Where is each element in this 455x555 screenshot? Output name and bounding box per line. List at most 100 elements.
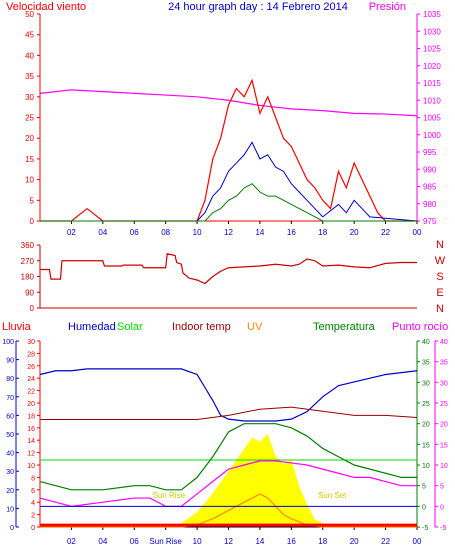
direction-tick-label: 270 — [21, 257, 35, 266]
wind-tick-label: 20 — [25, 134, 34, 143]
temp-tick-label: 25 — [422, 401, 430, 408]
direction-tick-label: 0 — [30, 304, 35, 313]
temperature-line — [39, 423, 417, 491]
rain-tick-label: 28 — [27, 351, 35, 358]
x-tick-label: 18 — [318, 228, 327, 237]
solar-label: Solar — [117, 321, 143, 333]
rain-tick-label: 20 — [27, 401, 35, 408]
wind-tick-label: 0 — [30, 217, 35, 226]
humidity-tick-label: 80 — [6, 376, 14, 383]
pressure-label: Presión — [369, 1, 406, 13]
rain-tick-label: 24 — [27, 376, 35, 383]
x-tick-label: 22 — [381, 537, 390, 546]
humidity-tick-label: 20 — [6, 488, 14, 495]
dewpoint-tick-label: -5 — [440, 525, 446, 532]
humidity-label: Humedad — [68, 321, 116, 333]
humidity-tick-label: 50 — [6, 432, 14, 439]
dewpoint-tick-label: 15 — [440, 442, 448, 449]
compass-label: W — [435, 255, 446, 267]
rain-tick-label: 18 — [27, 413, 35, 420]
direction-line — [40, 253, 417, 285]
x-tick-label: 04 — [98, 228, 107, 237]
wind-tick-label: 45 — [25, 31, 34, 40]
wind-avg-line — [40, 141, 418, 222]
compass-label: E — [436, 287, 443, 299]
humidity-tick-label: 30 — [6, 469, 14, 476]
wind-speed-label: Velocidad viento — [6, 1, 86, 13]
temp-tick-label: 15 — [422, 442, 430, 449]
x-tick-label: 16 — [287, 537, 296, 546]
dewpoint-tick-label: 30 — [440, 380, 448, 387]
humidity-tick-label: 70 — [6, 395, 14, 402]
x-tick-label: 02 — [67, 228, 76, 237]
wind-tick-label: 25 — [25, 114, 34, 123]
dewpoint-line — [39, 460, 417, 507]
humidity-tick-label: 40 — [6, 451, 14, 458]
uv-label: UV — [247, 321, 263, 333]
rain-tick-label: 30 — [27, 339, 35, 346]
x-tick-label: Sun Rise — [149, 537, 182, 546]
temp-tick-label: 30 — [422, 380, 430, 387]
x-tick-label: 20 — [350, 537, 359, 546]
pressure-line — [39, 89, 418, 117]
chart-marks: 0510152025303540455097598098599099510001… — [2, 10, 448, 546]
sun-set-label: Sun Set — [318, 491, 347, 500]
rain-tick-label: 14 — [27, 438, 35, 445]
humidity-tick-label: 100 — [2, 339, 14, 346]
rain-tick-label: 4 — [31, 500, 35, 507]
temp-tick-label: 40 — [422, 339, 430, 346]
pressure-tick-label: 1010 — [423, 96, 441, 105]
solar-fill-area — [168, 434, 331, 527]
wind-tick-label: 10 — [25, 176, 34, 185]
rain-tick-label: 8 — [31, 475, 35, 482]
wind-tick-label: 40 — [25, 51, 34, 60]
pressure-tick-label: 1015 — [423, 79, 441, 88]
rain-tick-label: 12 — [27, 451, 35, 458]
rain-tick-label: 10 — [27, 463, 35, 470]
pressure-tick-label: 1035 — [423, 10, 441, 19]
x-tick-label: 12 — [224, 228, 233, 237]
wind-low-line — [40, 183, 417, 222]
humidity-tick-label: 90 — [6, 358, 14, 365]
dewpoint-tick-label: 5 — [440, 484, 444, 491]
temp-tick-label: 10 — [422, 463, 430, 470]
compass-label: S — [436, 271, 443, 283]
pressure-tick-label: 995 — [423, 148, 437, 157]
pressure-tick-label: 980 — [423, 200, 437, 209]
temp-tick-label: 20 — [422, 422, 430, 429]
x-tick-label: 14 — [255, 537, 264, 546]
sun-rise-label: Sun Rise — [153, 491, 186, 500]
wind-tick-label: 5 — [30, 196, 35, 205]
pressure-tick-label: 990 — [423, 165, 437, 174]
humidity-tick-label: 0 — [10, 525, 14, 532]
wind-tick-label: 35 — [25, 72, 34, 81]
rain-tick-label: 2 — [31, 513, 35, 520]
x-tick-label: 10 — [193, 228, 202, 237]
temp-tick-label: -5 — [422, 525, 428, 532]
humidity-tick-label: 60 — [6, 413, 14, 420]
pressure-tick-label: 1025 — [423, 45, 441, 54]
x-tick-label: 04 — [98, 537, 107, 546]
direction-tick-label: 90 — [25, 288, 34, 297]
pressure-tick-label: 985 — [423, 183, 437, 192]
indoor-temp-line — [40, 406, 418, 421]
x-tick-label: 20 — [350, 228, 359, 237]
dewpoint-tick-label: 35 — [440, 360, 448, 367]
compass-label: N — [436, 239, 444, 251]
x-tick-label: 16 — [287, 228, 296, 237]
dewpoint-tick-label: 20 — [440, 422, 448, 429]
pressure-tick-label: 975 — [423, 217, 437, 226]
direction-tick-label: 360 — [21, 241, 35, 250]
rain-tick-label: 16 — [27, 426, 35, 433]
dewpoint-tick-label: 40 — [440, 339, 448, 346]
x-tick-label: 00 — [413, 228, 422, 237]
temp-tick-label: 0 — [422, 504, 426, 511]
rain-tick-label: 0 — [31, 525, 35, 532]
rain-label: Lluvia — [2, 321, 32, 333]
x-tick-label: 00 — [413, 537, 422, 546]
x-tick-label: 08 — [161, 228, 170, 237]
x-tick-label: 12 — [224, 537, 233, 546]
x-tick-label: 02 — [67, 537, 76, 546]
x-tick-label: 10 — [193, 537, 202, 546]
